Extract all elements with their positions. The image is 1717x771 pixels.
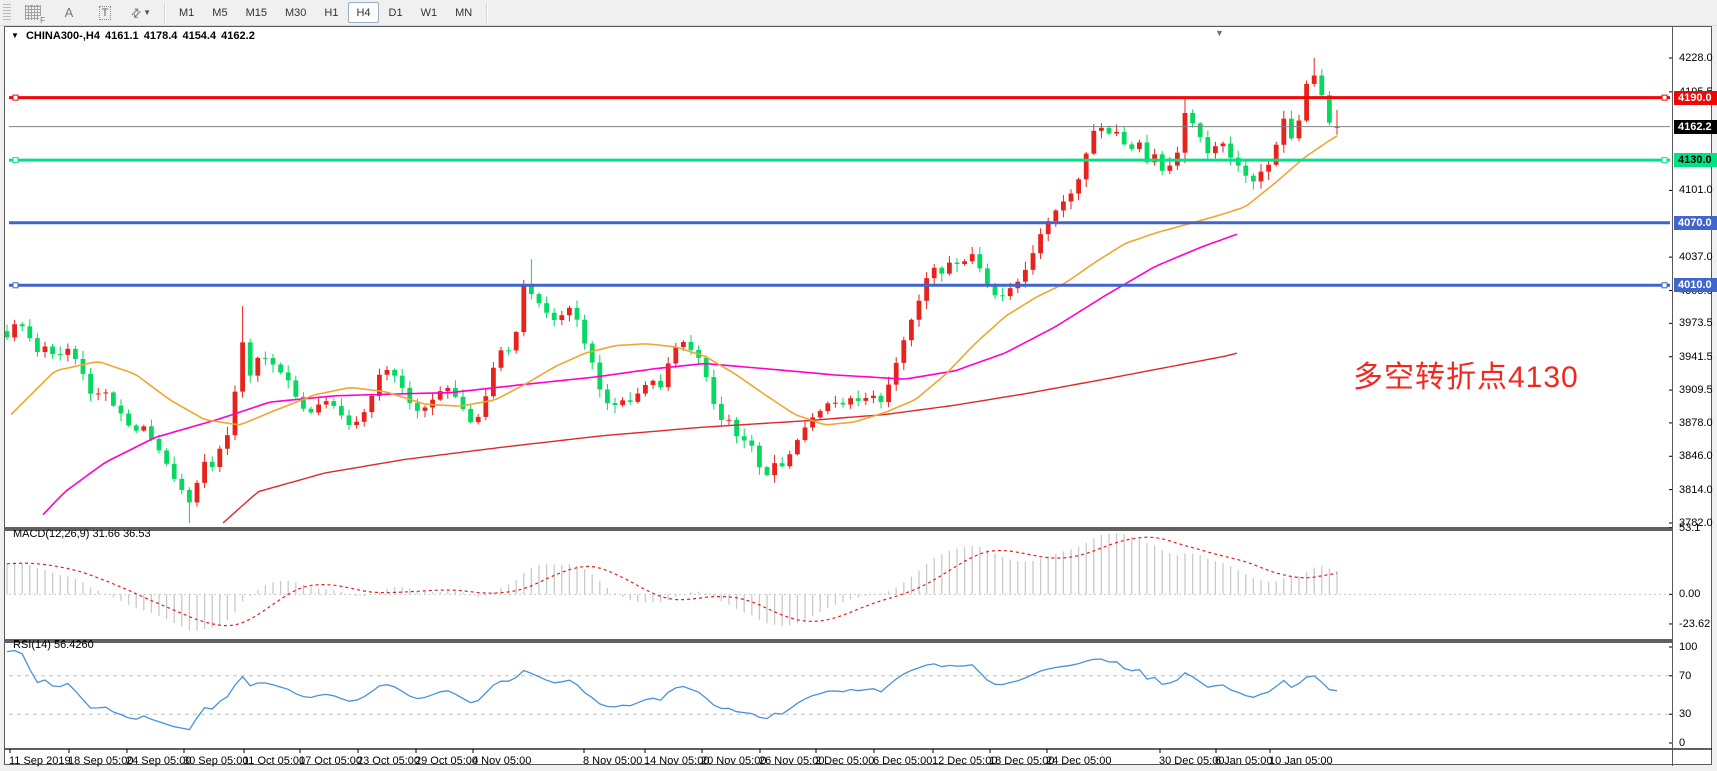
ohlc-low: 4154.4	[182, 30, 217, 42]
time-axis-label: 18 Sep 05:00	[68, 755, 134, 767]
support-line-4010-handle[interactable]	[12, 282, 19, 289]
price-axis-tick: 3973.5	[1679, 317, 1713, 330]
time-axis-label: 24 Dec 05:00	[1046, 755, 1112, 767]
price-axis-tick: 3782.0	[1679, 517, 1713, 529]
macd-axis-tick: -23.62	[1679, 617, 1711, 630]
timeframe-button-m5[interactable]: M5	[212, 6, 228, 19]
price-axis-tick: 3878.0	[1679, 416, 1713, 429]
grid-settings-button[interactable]: F	[16, 2, 50, 25]
letter-a-icon: A	[64, 5, 74, 20]
timeframe-button-m30[interactable]: M30	[284, 6, 307, 19]
timeframe-button-mn[interactable]: MN	[455, 6, 473, 19]
rsi-line	[6, 649, 1338, 731]
chart-shift-marker[interactable]: ▼	[1215, 28, 1224, 38]
price-axis-tick: 4228.0	[1679, 52, 1713, 64]
current-price-label: 4162.2	[1674, 119, 1717, 134]
time-axis-label: 29 Oct 05:00	[415, 755, 478, 767]
time-axis-label: 30 Dec 05:00	[1159, 755, 1225, 767]
toolbar: F A T ⇄ ▼ M1 M5 M15 M30 H1 H4 D1 W1 MN	[0, 0, 1717, 26]
timeframe-button-h1[interactable]: H1	[324, 6, 339, 19]
timeframe-button-d1[interactable]: D1	[388, 6, 403, 19]
ohlc-high: 4178.4	[143, 30, 178, 42]
time-axis-label: 11 Oct 05:00	[243, 755, 306, 767]
time-axis-label: 20 Nov 05:00	[701, 755, 767, 767]
macd-axis-tick: 0.00	[1679, 588, 1701, 601]
time-axis-label: 24 Sep 05:00	[126, 755, 192, 767]
resistance-line-4190-handle[interactable]	[1661, 94, 1668, 101]
time-axis-label: 23 Oct 05:00	[357, 755, 420, 767]
dropdown-caret-icon: ▼	[143, 8, 151, 17]
rsi-axis-tick: 70	[1679, 669, 1692, 682]
time-axis-label: 8 Nov 05:00	[583, 755, 643, 767]
pivot-line-4130-handle[interactable]	[12, 157, 19, 164]
timeframe-group: M1 M5 M15 M30 H1 H4 D1 W1 MN	[170, 2, 481, 23]
ohlc-open: 4161.1	[105, 30, 139, 42]
text-label-button[interactable]: A	[52, 2, 86, 24]
macd-axis-tick: 53.1	[1679, 521, 1701, 534]
support-line-4010-price-label: 4010.0	[1674, 278, 1717, 293]
time-axis-label: 6 Jan 05:00	[1215, 755, 1273, 767]
time-axis-label: 12 Dec 05:00	[932, 755, 998, 767]
timeframe-button-m1[interactable]: M1	[179, 6, 195, 19]
macd-signal-line	[6, 536, 1338, 627]
price-axis-tick: 3814.0	[1679, 483, 1713, 496]
price-axis-tick: 3846.0	[1679, 450, 1713, 463]
rsi-indicator-label: RSI(14) 56.4260	[13, 639, 94, 651]
price-axis-tick: 4101.0	[1679, 184, 1713, 197]
letter-t-box-icon: T	[98, 5, 112, 20]
chart-canvas[interactable]	[5, 27, 1713, 766]
support-line-4070-price-label: 4070.0	[1674, 215, 1717, 230]
time-axis-label: 6 Dec 05:00	[873, 755, 933, 767]
timeframe-button-m15[interactable]: M15	[245, 6, 267, 19]
rsi-axis-tick: 30	[1679, 708, 1692, 721]
price-axis[interactable]: 4228.04195.54101.04037.04005.03973.53941…	[1672, 27, 1717, 766]
ohlc-close: 4162.2	[221, 30, 255, 42]
pivot-line-4130-price-label: 4130.0	[1674, 153, 1717, 168]
chart-title: ▼ CHINA300-,H4 4161.1 4178.4 4154.4 4162…	[11, 30, 257, 42]
chart-window[interactable]: ▼ CHINA300-,H4 4161.1 4178.4 4154.4 4162…	[4, 26, 1717, 767]
time-axis-label: 26 Nov 05:00	[759, 755, 825, 767]
macd-histogram	[6, 533, 1338, 631]
resistance-line-4190-price-label: 4190.0	[1674, 90, 1717, 105]
double-arrows-icon: ⇄	[127, 3, 145, 22]
price-axis-tick: 3941.5	[1679, 350, 1713, 363]
price-axis-tick: 4037.0	[1679, 251, 1713, 264]
pivot-line-4130-handle[interactable]	[1661, 157, 1668, 164]
grid-f-icon: F	[25, 5, 45, 25]
time-axis[interactable]: 11 Sep 2019 18 Sep 05:00 24 Sep 05:00 30 Se…	[6, 750, 1672, 767]
rsi-axis-tick: 100	[1679, 641, 1698, 653]
timeframe-button-w1[interactable]: W1	[420, 6, 438, 19]
support-line-4010-handle[interactable]	[1661, 282, 1668, 289]
time-axis-label: 14 Nov 05:00	[644, 755, 710, 767]
time-axis-label: 10 Jan 05:00	[1269, 755, 1333, 767]
rsi-axis-tick: 0	[1679, 737, 1686, 749]
resistance-line-4190-handle[interactable]	[12, 94, 19, 101]
text-box-button[interactable]: T	[88, 2, 122, 24]
toolbar-drag-handle[interactable]	[3, 3, 11, 22]
time-axis-label: 2 Dec 05:00	[815, 755, 875, 767]
macd-indicator-label: MACD(12,26,9) 31.66 36.53	[13, 528, 151, 540]
time-axis-label: 4 Nov 05:00	[472, 755, 532, 767]
time-axis-label: 11 Sep 2019	[9, 755, 71, 767]
time-axis-label: 30 Sep 05:00	[183, 755, 249, 767]
timeframe-button-h4[interactable]: H4	[348, 2, 379, 23]
symbol-dropdown-icon[interactable]: ▼	[11, 31, 19, 40]
time-axis-label: 18 Dec 05:00	[989, 755, 1055, 767]
toolbar-separator	[486, 2, 488, 23]
symbol-name: CHINA300-,H4	[25, 30, 100, 42]
chart-text-annotation: 多空转折点4130	[1353, 361, 1579, 394]
cursor-mode-button[interactable]: ⇄ ▼	[124, 2, 158, 24]
price-axis-tick: 3909.5	[1679, 384, 1713, 397]
time-axis-label: 17 Oct 05:00	[299, 755, 362, 767]
toolbar-separator	[164, 2, 165, 23]
